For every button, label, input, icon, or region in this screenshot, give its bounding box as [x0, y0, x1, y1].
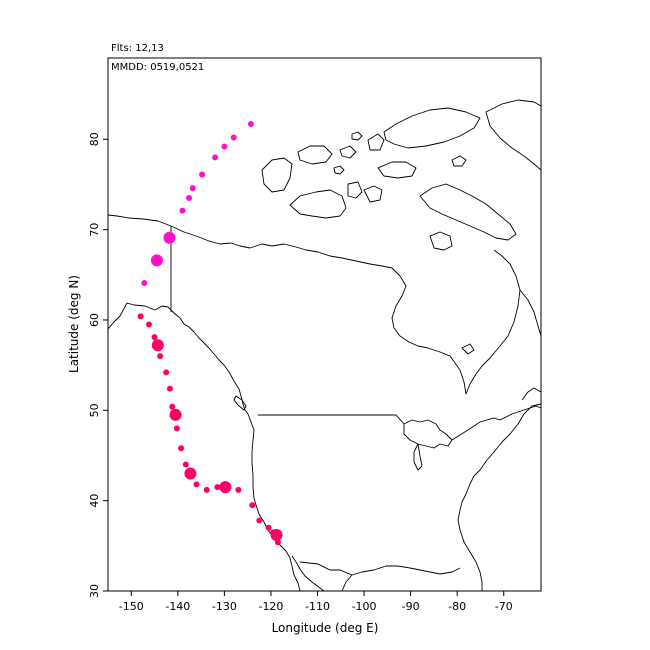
baja-peninsula — [291, 555, 325, 591]
banks-island — [261, 157, 293, 193]
anticosti-island — [461, 343, 475, 355]
nova-scotia — [499, 405, 541, 421]
x-tick-label: -110 — [305, 600, 330, 613]
arctic-mainland-coast — [249, 243, 521, 395]
plot-frame — [107, 57, 542, 592]
flight-track-points — [137, 120, 283, 546]
dates-label: MMDD: 0519,0521 — [111, 62, 204, 73]
pacific-coastline — [108, 302, 301, 591]
flight-track-point — [150, 254, 163, 267]
x-tick-label: -130 — [212, 600, 237, 613]
great-lakes — [403, 419, 453, 449]
flight-track-point — [163, 231, 176, 244]
alaska-north-coast — [108, 214, 251, 249]
x-axis-title: Longitude (deg E) — [272, 621, 379, 635]
axel-heiberg-island — [367, 133, 385, 151]
flight-track-point — [199, 171, 206, 178]
flight-track-point — [230, 134, 237, 141]
small-island-2 — [333, 165, 345, 175]
flight-track-point — [256, 517, 263, 524]
small-island-1 — [351, 131, 363, 141]
flight-track-point — [157, 353, 164, 360]
greenland-edge — [485, 99, 541, 171]
labrador-coast — [519, 289, 541, 337]
somerset-island — [363, 185, 383, 203]
baffin-island — [419, 183, 517, 241]
ellesmere-island — [383, 107, 481, 149]
flight-track-point — [166, 385, 173, 392]
flight-track-point — [219, 481, 232, 494]
flight-track-point — [186, 195, 193, 202]
us-canada-border-49n — [258, 414, 405, 425]
flight-track-point — [137, 313, 144, 320]
x-tick-label: -120 — [258, 600, 283, 613]
us-mexico-border — [299, 561, 353, 576]
flight-track-point — [145, 321, 152, 328]
atlantic-coastline — [457, 403, 541, 591]
flight-track-point — [169, 403, 176, 410]
x-tick-label: -100 — [352, 600, 377, 613]
flight-track-point — [151, 334, 158, 341]
flight-track-point — [247, 120, 254, 127]
us-canada-border-east — [451, 417, 501, 441]
flight-track-point — [235, 486, 242, 493]
flight-track-point — [163, 369, 170, 376]
x-tick-label: -80 — [448, 600, 466, 613]
flight-track-point — [221, 143, 228, 150]
flight-track-point — [193, 481, 200, 488]
bathurst-island — [339, 145, 357, 159]
flight-track-point — [184, 467, 197, 480]
y-tick-label: 70 — [88, 223, 101, 237]
y-tick-label: 50 — [88, 403, 101, 417]
y-axis-title: Latitude (deg N) — [67, 275, 81, 373]
gulf-coastline — [351, 565, 461, 576]
flight-track-point — [249, 502, 256, 509]
flight-track-point — [169, 408, 182, 421]
y-tick-label: 40 — [88, 494, 101, 508]
vancouver-island — [233, 395, 247, 411]
prince-of-wales-island — [347, 181, 363, 199]
x-tick-label: -140 — [165, 600, 190, 613]
newfoundland — [521, 387, 541, 401]
victoria-island — [289, 189, 347, 219]
melville-island — [297, 145, 333, 165]
x-axis: -150 -140 -130 -120 -110 -100 -90 -80 -70 — [119, 591, 513, 613]
flight-track-point — [151, 339, 164, 352]
flight-track-point — [214, 484, 221, 491]
y-tick-label: 30 — [88, 584, 101, 598]
y-axis: 30 40 50 60 70 80 — [88, 132, 108, 598]
flight-track-point — [265, 524, 272, 531]
flight-track-point — [179, 207, 186, 214]
flight-track-point — [141, 279, 148, 286]
flight-track-point — [173, 425, 180, 432]
x-tick-label: -150 — [119, 600, 144, 613]
flight-track-point — [189, 185, 196, 192]
flights-label: Flts: 12,13 — [111, 43, 164, 54]
small-island-3 — [451, 155, 467, 167]
southampton-island — [429, 231, 453, 251]
lake-michigan — [413, 443, 423, 471]
x-tick-label: -70 — [495, 600, 513, 613]
devon-island — [377, 161, 417, 179]
x-tick-label: -90 — [402, 600, 420, 613]
flight-track-point — [274, 539, 281, 546]
flight-track-point — [182, 461, 189, 468]
mexico-gulf-coast — [341, 574, 353, 591]
flight-track-point — [212, 154, 219, 161]
flight-track-point — [178, 445, 185, 452]
flight-track-point — [203, 486, 210, 493]
y-tick-label: 80 — [88, 132, 101, 146]
y-tick-label: 60 — [88, 313, 101, 327]
basemap — [108, 99, 541, 591]
flight-track-point — [270, 528, 283, 541]
